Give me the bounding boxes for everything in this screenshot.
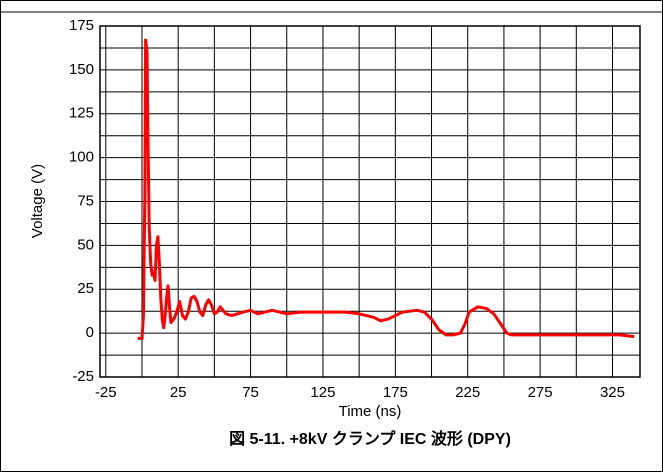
x-tick-label: 75 <box>242 384 259 401</box>
x-tick-label: 225 <box>455 384 480 401</box>
x-tick-label: -25 <box>95 384 117 401</box>
chart-title: 図 5-11. +8kV クランプ IEC 波形 (DPY) <box>229 429 511 448</box>
y-tick-label: 0 <box>86 324 94 341</box>
y-tick-label: 25 <box>77 280 94 297</box>
x-tick-label: 275 <box>528 384 553 401</box>
x-tick-label: 325 <box>600 384 625 401</box>
y-tick-label: 150 <box>69 61 94 78</box>
y-tick-label: -25 <box>72 368 94 385</box>
y-tick-label: 125 <box>69 105 94 122</box>
plot-frame <box>99 25 641 378</box>
x-axis-label: Time (ns) <box>339 403 402 420</box>
x-tick-label: 125 <box>310 384 335 401</box>
y-tick-label: 100 <box>69 149 94 166</box>
x-tick-label: 175 <box>383 384 408 401</box>
y-tick-label: 175 <box>69 17 94 34</box>
y-tick-label: 50 <box>77 236 94 253</box>
y-axis-label: Voltage (V) <box>29 164 46 238</box>
y-tick-label: 75 <box>77 192 94 209</box>
data-line <box>137 38 635 340</box>
x-tick-label: 25 <box>170 384 187 401</box>
